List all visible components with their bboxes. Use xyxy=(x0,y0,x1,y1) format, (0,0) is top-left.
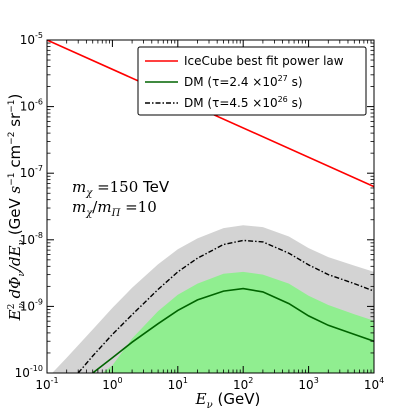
annotation-mass: mχ =150 TeV xyxy=(72,178,170,199)
y-axis-title: E2ν dΦν/dEν (GeV s−1 cm−2 sr−1) xyxy=(6,94,27,322)
legend: IceCube best fit power law DM (τ=2.4 ×10… xyxy=(137,46,367,116)
legend-label-dm-short: DM (τ=4.5 ×1026 s) xyxy=(184,95,303,110)
legend-label-dm-long-tail: s) xyxy=(288,75,303,89)
legend-label-dm-short-main: DM (τ=4.5 ×10 xyxy=(184,96,278,110)
x-axis-title: Eν (GeV) xyxy=(195,390,261,411)
legend-label-icecube: IceCube best fit power law xyxy=(184,54,344,68)
y-tick-label: 10-8 xyxy=(20,231,43,247)
x-tick-label: 100 xyxy=(102,376,122,392)
legend-label-dm-long-exp: 27 xyxy=(278,74,288,83)
legend-label-dm-short-tail: s) xyxy=(288,96,303,110)
y-tick-label: 10-9 xyxy=(20,297,43,313)
legend-label-dm-short-exp: 26 xyxy=(278,95,288,104)
y-tick-label: 10-5 xyxy=(20,31,43,47)
plot-frame xyxy=(46,39,375,374)
dm-long-lifetime-line xyxy=(92,287,374,373)
dm-short-lifetime-line xyxy=(77,239,374,373)
x-tick-label: 103 xyxy=(298,376,318,392)
legend-label-dm-long-main: DM (τ=2.4 ×10 xyxy=(184,75,278,89)
y-tick-label: 10-7 xyxy=(20,164,43,180)
x-tick-label: 101 xyxy=(168,376,188,392)
y-tick-label: 10-6 xyxy=(20,98,43,114)
legend-label-dm-long: DM (τ=2.4 ×1027 s) xyxy=(184,74,303,89)
y-tick-label: 10-10 xyxy=(15,364,43,380)
uncertainty-band-green xyxy=(102,271,374,373)
x-tick-label: 104 xyxy=(364,376,384,392)
x-tick-label: 102 xyxy=(233,376,253,392)
legend-box xyxy=(137,46,367,116)
x-tick-label: 10-1 xyxy=(35,376,58,392)
annotation-mass-ratio: mχ/mΠ =10 xyxy=(72,198,157,219)
